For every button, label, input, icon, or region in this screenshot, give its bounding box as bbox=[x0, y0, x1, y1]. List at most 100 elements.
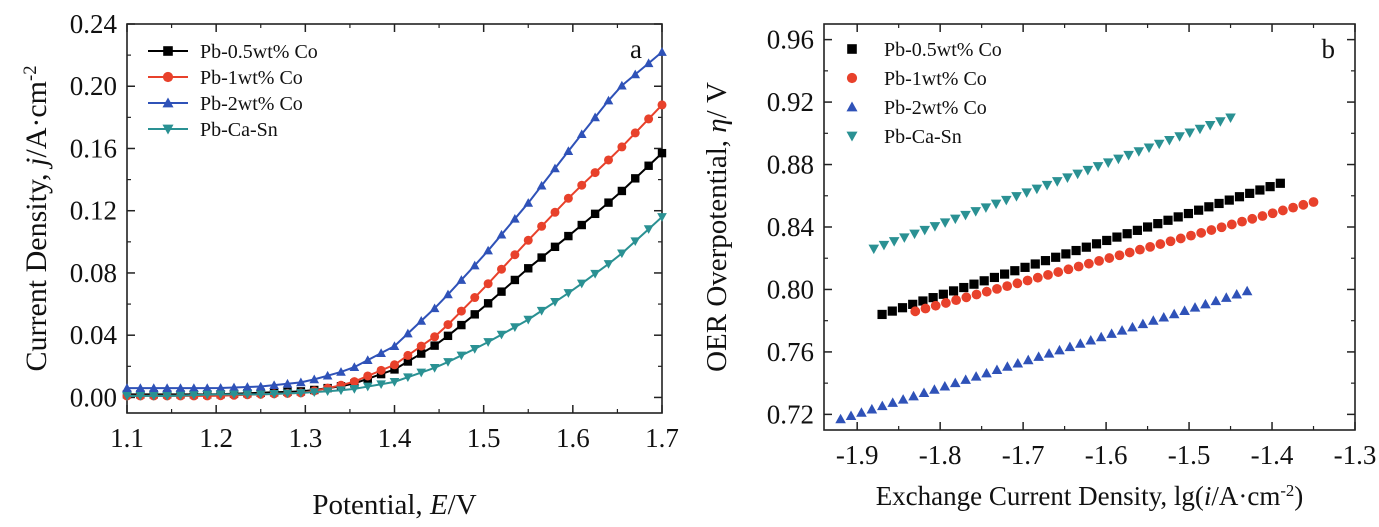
data-point bbox=[483, 338, 493, 347]
data-point bbox=[951, 295, 962, 306]
data-point bbox=[497, 264, 506, 274]
data-point bbox=[429, 303, 440, 313]
data-point bbox=[928, 293, 938, 303]
data-point bbox=[1000, 269, 1010, 279]
data-point bbox=[1224, 195, 1234, 205]
data-point bbox=[336, 367, 346, 376]
data-point bbox=[990, 199, 1002, 210]
x-tick-label: -1.9 bbox=[836, 440, 879, 470]
data-point bbox=[604, 198, 613, 207]
data-point bbox=[930, 300, 941, 311]
data-point bbox=[1133, 147, 1145, 157]
data-point bbox=[576, 279, 587, 289]
data-point bbox=[835, 413, 846, 424]
data-point bbox=[148, 392, 159, 401]
data-point bbox=[630, 237, 641, 247]
data-point bbox=[255, 381, 266, 391]
data-point bbox=[456, 306, 466, 316]
legend-entry: Pb-0.5wt% Co bbox=[847, 39, 1002, 61]
data-point bbox=[189, 383, 199, 392]
data-point bbox=[523, 315, 534, 325]
x-tick-label: 1.5 bbox=[467, 423, 501, 453]
data-point bbox=[1153, 139, 1165, 150]
data-point bbox=[657, 148, 667, 158]
legend-swatch-marker bbox=[162, 124, 174, 135]
series-3 bbox=[122, 213, 667, 401]
data-point bbox=[1267, 208, 1278, 219]
data-point bbox=[1102, 235, 1112, 246]
legend-entry: Pb-Ca-Sn bbox=[846, 126, 962, 148]
data-point bbox=[1011, 192, 1022, 202]
chart-panel-b: -1.9 -1.8 -1.7 -1.6 -1.5 -1.4 -1.3 0.72 0.76 0.80… bbox=[701, 23, 1376, 511]
data-point bbox=[496, 330, 507, 340]
data-point bbox=[887, 306, 897, 316]
data-point bbox=[510, 323, 520, 332]
data-point bbox=[122, 392, 132, 401]
data-point bbox=[1245, 188, 1255, 198]
data-point bbox=[918, 387, 930, 398]
data-point bbox=[991, 364, 1003, 375]
data-point bbox=[877, 309, 887, 320]
data-point bbox=[1104, 253, 1115, 263]
panel-label: a bbox=[630, 34, 642, 64]
series-2 bbox=[122, 47, 667, 392]
data-point bbox=[416, 341, 426, 351]
data-point bbox=[403, 328, 413, 338]
data-point bbox=[1275, 178, 1285, 188]
data-point bbox=[536, 306, 547, 316]
x-tick-label: 1.1 bbox=[110, 423, 144, 453]
data-point bbox=[948, 286, 959, 296]
data-point bbox=[1073, 261, 1084, 272]
data-point bbox=[1094, 255, 1104, 266]
data-point bbox=[1194, 124, 1206, 135]
series-2 bbox=[835, 285, 1253, 424]
data-point bbox=[362, 382, 373, 392]
data-point bbox=[1081, 242, 1091, 252]
data-point bbox=[1148, 315, 1159, 325]
data-point bbox=[1183, 208, 1194, 219]
legend-swatch-marker bbox=[163, 46, 173, 56]
data-point bbox=[1204, 120, 1216, 131]
x-tick-label: -1.7 bbox=[1002, 440, 1045, 470]
data-point bbox=[1189, 302, 1201, 312]
data-point bbox=[939, 380, 951, 391]
x-tick-label: 1.3 bbox=[288, 423, 322, 453]
data-point bbox=[523, 198, 534, 207]
y-tick-label: 0.08 bbox=[70, 258, 117, 288]
data-point bbox=[135, 383, 146, 392]
data-point bbox=[1002, 361, 1013, 371]
data-point bbox=[1106, 328, 1117, 338]
data-point bbox=[1214, 198, 1224, 209]
series-3 bbox=[868, 113, 1236, 255]
data-point bbox=[403, 350, 413, 360]
data-point bbox=[1237, 216, 1247, 227]
data-point bbox=[908, 390, 919, 401]
y-tick-label: 0.16 bbox=[70, 133, 117, 163]
data-point bbox=[918, 296, 928, 306]
data-point bbox=[309, 374, 320, 384]
data-point bbox=[1135, 244, 1145, 255]
y-axis-title: OER Overpotential, η/ V bbox=[701, 82, 733, 372]
data-point bbox=[175, 391, 186, 401]
legend-entry: Pb-0.5wt% Co bbox=[148, 41, 318, 63]
data-point bbox=[282, 389, 293, 399]
data-point bbox=[979, 276, 989, 286]
data-point bbox=[1164, 135, 1175, 146]
data-point bbox=[897, 394, 909, 404]
data-point bbox=[469, 260, 480, 270]
x-tick-label: 1.6 bbox=[556, 423, 590, 453]
data-point bbox=[938, 289, 948, 299]
data-point bbox=[470, 310, 479, 319]
y-tick-label: 0.72 bbox=[767, 399, 814, 429]
data-point bbox=[617, 186, 627, 196]
x-tick-label: -1.6 bbox=[1085, 440, 1128, 470]
data-point bbox=[1082, 165, 1094, 176]
data-point bbox=[376, 365, 386, 375]
data-point bbox=[229, 382, 239, 392]
data-point bbox=[1186, 230, 1196, 241]
data-point bbox=[417, 349, 426, 358]
data-point bbox=[1095, 331, 1107, 342]
data-point bbox=[483, 279, 493, 289]
x-tick-label: -1.4 bbox=[1251, 440, 1294, 470]
panel-label: b bbox=[1322, 34, 1336, 64]
